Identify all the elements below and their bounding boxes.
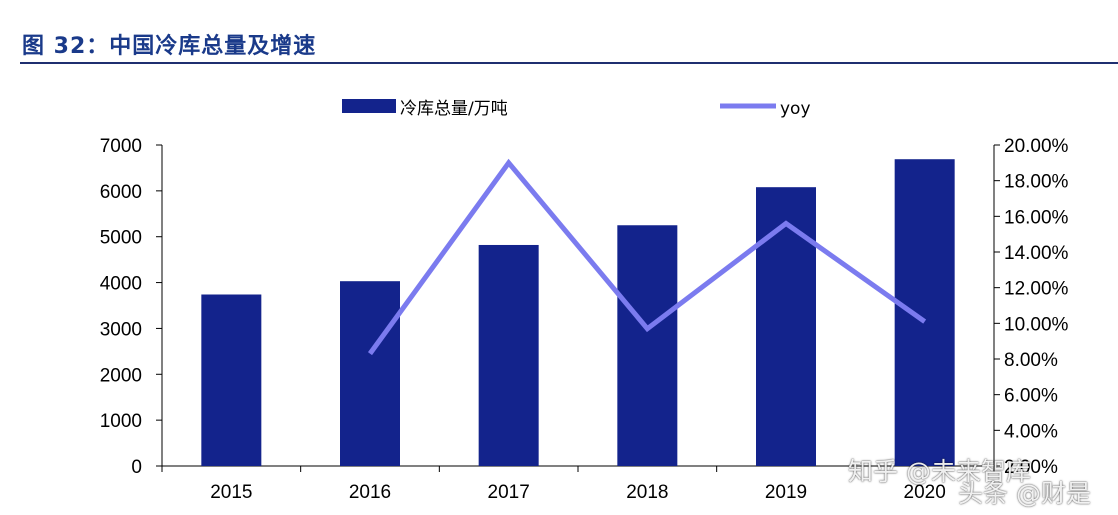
legend-line-label: yoy (780, 99, 811, 119)
left-tick-label: 2000 (100, 365, 142, 386)
left-tick-label: 5000 (100, 228, 142, 249)
x-tick-label: 2018 (626, 482, 668, 503)
x-tick-label: 2016 (349, 482, 391, 503)
right-tick-label: 4.00% (1004, 421, 1058, 442)
x-tick-label: 2020 (904, 482, 946, 503)
right-tick-label: 14.00% (1004, 243, 1069, 264)
watermark-toutiao: 头条 @财是 (958, 479, 1091, 508)
right-tick-label: 6.00% (1004, 386, 1058, 407)
bar-2016 (340, 281, 400, 466)
legend-bar-swatch (342, 99, 396, 113)
left-tick-label: 0 (131, 457, 142, 478)
legend-bar-label: 冷库总量/万吨 (400, 99, 508, 119)
bar-2015 (201, 294, 262, 466)
bar-2019 (756, 187, 816, 466)
bar-2017 (478, 244, 539, 466)
left-tick-label: 7000 (100, 136, 142, 157)
left-tick-label: 6000 (100, 182, 142, 203)
right-tick-label: 12.00% (1004, 279, 1069, 300)
x-tick-label: 2019 (765, 482, 807, 503)
right-tick-label: 8.00% (1004, 350, 1058, 371)
right-tick-label: 20.00% (1004, 136, 1069, 157)
bar-2020 (894, 159, 955, 467)
title-rule (20, 62, 1118, 64)
right-tick-label: 10.00% (1004, 314, 1069, 335)
bar-2018 (617, 225, 678, 466)
left-tick-label: 4000 (100, 274, 142, 295)
figure-title: 图 32：中国冷库总量及增速 (22, 34, 317, 59)
right-tick-label: 2.00% (1004, 457, 1058, 478)
right-tick-label: 18.00% (1004, 172, 1069, 193)
x-tick-label: 2015 (210, 482, 252, 503)
watermark-zhihu: 知乎 @未来智库 (848, 457, 1031, 486)
x-tick-label: 2017 (488, 482, 530, 503)
left-tick-label: 3000 (100, 319, 142, 340)
right-tick-label: 16.00% (1004, 207, 1069, 228)
left-tick-label: 1000 (100, 411, 142, 432)
